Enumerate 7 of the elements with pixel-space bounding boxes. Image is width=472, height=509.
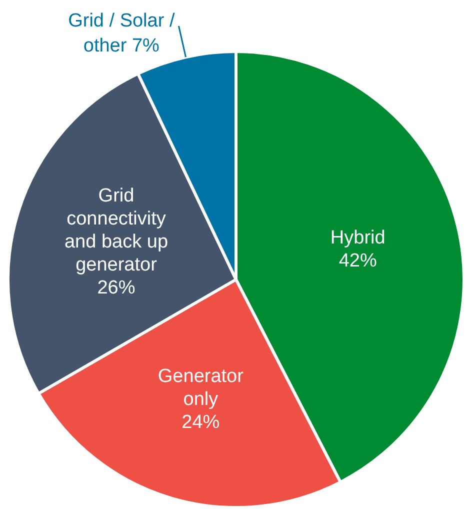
slice-label: Grid / Solar / other 7% [68,10,176,57]
slice-label: Generator only [158,366,244,410]
data-label: 24% [182,412,220,434]
slice-label: Grid connectivity and back up generator [64,186,168,276]
data-label: 26% [97,278,136,298]
slice-label: Hybrid [330,228,386,249]
data-label: 42% [338,250,377,272]
